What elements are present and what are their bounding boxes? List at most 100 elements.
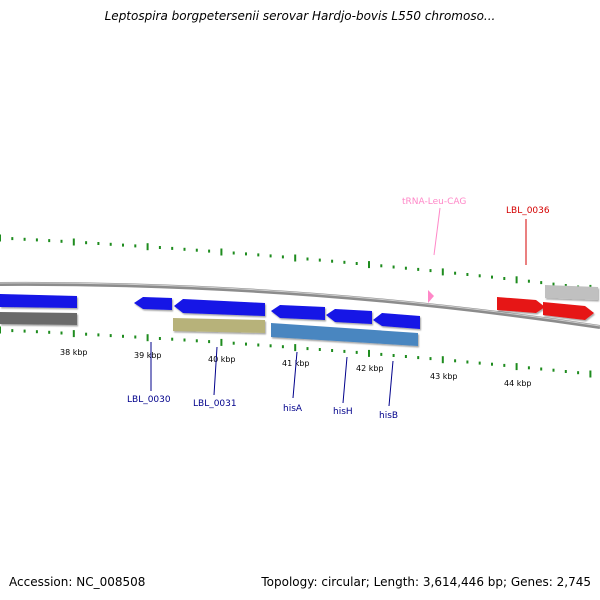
inner-track-minor-tick <box>527 366 530 370</box>
topology-label: Topology: circular; Length: 3,614,446 bp… <box>261 575 591 589</box>
inner-track-minor-tick <box>134 335 137 339</box>
inner-track-minor-tick <box>478 361 481 365</box>
inner-track-minor-tick <box>183 338 186 342</box>
outer-track-minor-tick <box>454 271 457 275</box>
outer-track-minor-tick <box>392 265 395 269</box>
outer-track-minor-tick <box>245 252 247 256</box>
kbp-label-42: 42 kbp <box>356 364 384 373</box>
gene-block-steel[interactable] <box>271 323 418 346</box>
callout-line-his-a <box>292 351 298 399</box>
inner-track-minor-tick <box>122 334 124 338</box>
outer-track-minor-tick <box>257 253 260 257</box>
kbp-label-38: 38 kbp <box>60 348 88 357</box>
gene-label-lbl-0030[interactable]: LBL_0030 <box>127 395 171 405</box>
outer-track-minor-tick <box>491 275 493 279</box>
outer-track-minor-tick <box>195 248 198 252</box>
inner-track-minor-tick <box>11 329 14 333</box>
inner-track-major-tick <box>441 356 444 364</box>
gene-label-his-b[interactable]: hisB <box>379 411 398 421</box>
accession-label: Accession: NC_008508 <box>9 575 146 589</box>
kbp-label-43: 43 kbp <box>430 372 458 381</box>
gene-label-trna[interactable]: tRNA-Leu-CAG <box>402 197 466 207</box>
gene-label-lbl-0036[interactable]: LBL_0036 <box>506 206 550 216</box>
chromosome-backbone <box>0 281 600 329</box>
inner-track-minor-tick <box>417 356 420 360</box>
outer-track-minor-tick <box>208 249 211 253</box>
inner-track-major-tick <box>515 363 518 371</box>
outer-track-minor-tick <box>134 244 137 248</box>
inner-track-minor-tick <box>232 341 235 345</box>
inner-track-minor-tick <box>23 329 26 333</box>
outer-track-minor-tick <box>306 257 309 261</box>
inner-track-major-tick <box>0 326 1 334</box>
inner-track-minor-tick <box>245 342 247 346</box>
inner-track-minor-tick <box>318 348 321 351</box>
inner-track-major-tick <box>368 349 370 357</box>
inner-track-minor-tick <box>97 333 100 337</box>
callout-line-trna <box>433 207 441 256</box>
gene-arrow-lbl-0036[interactable] <box>497 297 545 313</box>
outer-track-major-tick <box>441 268 444 276</box>
kbp-label-44: 44 kbp <box>504 379 532 388</box>
outer-track-minor-tick <box>540 281 543 285</box>
outer-track-minor-tick <box>417 267 420 271</box>
outer-track-major-tick <box>368 261 370 269</box>
inner-track-minor-tick <box>195 339 198 343</box>
inner-track-minor-tick <box>355 350 358 354</box>
gene-arrow-left-gray[interactable] <box>0 312 77 325</box>
gene-arrow-right-red[interactable] <box>543 302 594 320</box>
outer-track-minor-tick <box>343 260 346 264</box>
inner-track-minor-tick <box>466 360 469 364</box>
gene-arrow-his-a[interactable] <box>271 305 325 320</box>
gene-arrow-lbl-0031[interactable] <box>174 299 265 316</box>
outer-track-minor-tick <box>11 237 14 241</box>
outer-track-minor-tick <box>429 269 432 273</box>
gene-arrow-lbl-0030[interactable] <box>134 297 172 310</box>
trna-marker[interactable] <box>428 290 434 303</box>
gene-arrow-his-b[interactable] <box>373 313 420 329</box>
gene-block-olive[interactable] <box>173 318 265 333</box>
inner-track-major-tick <box>589 370 592 378</box>
outer-track-minor-tick <box>171 246 174 250</box>
kbp-label-39: 39 kbp <box>134 351 162 360</box>
inner-track-minor-tick <box>404 355 407 358</box>
inner-track-minor-tick <box>564 370 567 373</box>
inner-track-minor-tick <box>343 349 346 353</box>
gene-arrow-his-h[interactable] <box>326 309 372 324</box>
outer-track-minor-tick <box>527 279 530 283</box>
outer-track-major-tick <box>515 276 518 284</box>
gene-label-his-h[interactable]: hisH <box>333 407 353 417</box>
outer-track-minor-tick <box>232 251 235 255</box>
inner-track-minor-tick <box>503 363 506 367</box>
inner-track-minor-tick <box>60 331 63 335</box>
callout-line-his-b <box>388 360 394 407</box>
inner-track-minor-tick <box>491 362 493 366</box>
inner-track-minor-tick <box>552 368 555 372</box>
inner-track-major-tick <box>294 344 297 352</box>
outer-track-minor-tick <box>109 242 112 246</box>
inner-track-minor-tick <box>171 337 174 341</box>
inner-track-minor-tick <box>281 345 284 349</box>
outer-track-minor-tick <box>158 246 161 249</box>
inner-tick-track <box>0 326 592 378</box>
gene-arrow-left-blue[interactable] <box>0 294 77 308</box>
kbp-label-40: 40 kbp <box>208 355 236 364</box>
inner-track-major-tick <box>72 330 75 338</box>
outer-track-major-tick <box>0 234 1 242</box>
chromosome-backbone-highlight <box>0 282 600 327</box>
outer-track-minor-tick <box>281 255 284 259</box>
outer-track-minor-tick <box>552 282 555 286</box>
gene-label-lbl-0031[interactable]: LBL_0031 <box>193 399 237 409</box>
outer-track-major-tick <box>72 238 75 246</box>
gene-block-right-gray[interactable] <box>545 285 598 300</box>
outer-track-minor-tick <box>318 258 321 262</box>
gene-label-his-a[interactable]: hisA <box>283 404 303 414</box>
outer-track-minor-tick <box>404 266 407 270</box>
outer-track-minor-tick <box>183 247 186 251</box>
inner-track-minor-tick <box>380 352 383 356</box>
outer-track-minor-tick <box>380 264 383 268</box>
outer-track-major-tick <box>220 248 223 256</box>
outer-track-minor-tick <box>23 237 26 241</box>
outer-track-minor-tick <box>355 262 358 265</box>
